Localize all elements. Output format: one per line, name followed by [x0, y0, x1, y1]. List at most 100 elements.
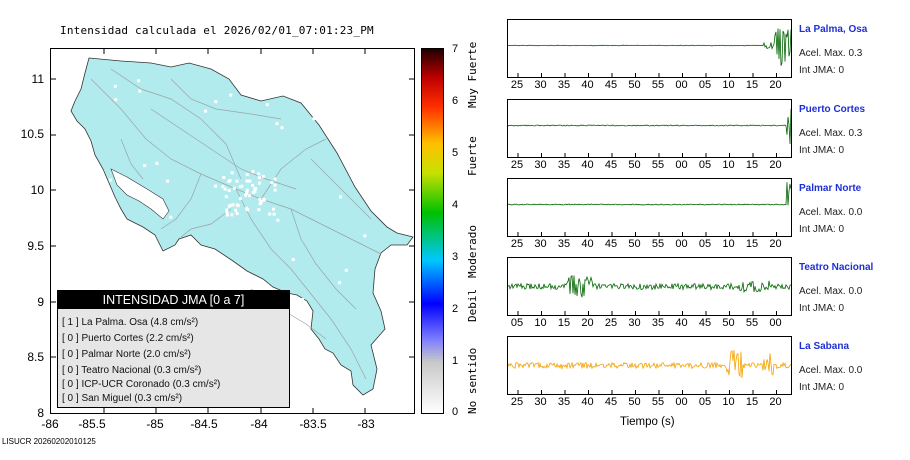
x-tick-label: 20 — [769, 396, 782, 408]
station-marker — [228, 179, 232, 183]
x-tick-label: 10 — [722, 79, 735, 91]
station-marker — [273, 177, 277, 181]
station-name: Puerto Cortes — [799, 104, 866, 115]
x-tick-label: 25 — [604, 317, 618, 329]
legend-item: [ 0 ] San Miguel (0.3 cm/s²) — [62, 393, 183, 404]
station-marker — [262, 197, 266, 201]
x-tick-label: 05 — [698, 238, 712, 250]
station-marker — [221, 185, 225, 189]
x-tick-label: 00 — [769, 317, 782, 329]
colorbar-tick: 0 — [452, 406, 459, 418]
x-tick-label: 15 — [745, 238, 759, 250]
station-marker — [240, 184, 244, 188]
x-tick-label: 25 — [510, 238, 524, 250]
x-tick-label: 45 — [604, 238, 618, 250]
station-marker — [248, 179, 252, 183]
station-marker — [113, 84, 117, 88]
station-marker — [258, 202, 262, 206]
station-marker — [257, 172, 261, 176]
waveform-plot — [508, 350, 791, 394]
station-marker — [214, 184, 218, 188]
station-marker — [268, 212, 272, 216]
station-marker — [230, 275, 234, 279]
waveform-plot — [508, 108, 791, 157]
x-tick-label: 30 — [628, 317, 641, 329]
x-tick-label: 45 — [604, 79, 618, 91]
station-marker — [311, 335, 315, 339]
station-marker — [275, 122, 279, 126]
x-tick-label: 40 — [675, 317, 688, 329]
level-muy-fuerte: Muy Fuerte — [466, 41, 479, 108]
station-marker — [312, 117, 316, 121]
waveform-plot — [508, 28, 791, 77]
x-tick-label: 20 — [769, 79, 782, 91]
station-max-accel: Acel. Max. 0.0 — [799, 207, 863, 218]
x-tick-label: 55 — [651, 79, 665, 91]
x-tick-label: 00 — [675, 159, 688, 171]
x-tick-label: 10 — [722, 396, 735, 408]
x-tick-label: 55 — [651, 396, 665, 408]
x-tick-label: 50 — [628, 79, 641, 91]
lat-tick: 8 — [37, 406, 44, 420]
x-tick-label: 30 — [534, 238, 547, 250]
x-tick-label: 35 — [557, 79, 571, 91]
legend-title: INTENSIDAD JMA [0 a 7] — [58, 291, 289, 309]
station-max-accel: Acel. Max. 0.0 — [799, 286, 863, 297]
gulf-of-nicoya — [110, 168, 170, 220]
station-marker — [224, 195, 228, 199]
x-tick-label: 15 — [745, 396, 759, 408]
x-tick-label: 45 — [698, 317, 712, 329]
station-marker — [230, 171, 234, 175]
station-marker — [273, 183, 277, 187]
x-tick-label: 00 — [675, 238, 688, 250]
station-marker — [229, 203, 233, 207]
station-marker — [138, 89, 142, 93]
station-marker — [271, 207, 275, 211]
station-marker — [257, 176, 261, 180]
station-marker — [327, 119, 331, 123]
lon-tick: -83.5 — [299, 417, 327, 431]
waveform-plot — [508, 275, 791, 315]
x-tick-label: 20 — [769, 238, 782, 250]
station-max-accel: Acel. Max. 0.0 — [799, 365, 863, 376]
x-tick-label: 20 — [769, 159, 782, 171]
station-marker — [261, 174, 265, 178]
station-marker — [114, 98, 118, 102]
x-tick-label: 30 — [534, 396, 547, 408]
station-marker — [338, 281, 342, 285]
x-tick-label: 30 — [534, 79, 547, 91]
station-marker — [217, 285, 221, 289]
station-intensity: Int JMA: 0 — [799, 303, 845, 314]
seismogram-panel — [507, 336, 792, 395]
x-tick-label: 35 — [557, 238, 571, 250]
x-tick-label: 55 — [745, 317, 759, 329]
station-marker — [238, 197, 242, 201]
legend-item: [ 0 ] Palmar Norte (2.0 cm/s²) — [62, 349, 191, 360]
x-tick-label: 10 — [534, 317, 547, 329]
station-marker — [259, 200, 263, 204]
lat-tick: 8.5 — [27, 350, 44, 364]
station-marker — [244, 193, 248, 197]
x-tick-label: 45 — [604, 396, 618, 408]
station-marker — [245, 191, 249, 195]
x-tick-label: 35 — [557, 396, 571, 408]
station-marker — [137, 79, 141, 83]
colorbar-tick: 3 — [452, 251, 459, 263]
waveform-trace — [508, 108, 791, 145]
station-marker — [253, 190, 257, 194]
station-marker — [257, 208, 261, 212]
x-tick-label: 30 — [534, 159, 547, 171]
station-max-accel: Acel. Max. 0.3 — [799, 48, 863, 59]
station-marker — [214, 100, 218, 104]
station-marker — [227, 188, 231, 192]
station-intensity: Int JMA: 0 — [799, 382, 845, 393]
lat-tick: 11 — [31, 72, 44, 86]
station-max-accel: Acel. Max. 0.3 — [799, 128, 863, 139]
station-marker — [230, 213, 234, 217]
seismogram-panel — [507, 19, 792, 78]
lon-tick: -86 — [41, 417, 59, 431]
time-axis-label: Tiempo (s) — [620, 416, 675, 428]
x-tick-label: 40 — [581, 159, 594, 171]
station-marker — [247, 194, 251, 198]
station-marker — [155, 161, 159, 165]
